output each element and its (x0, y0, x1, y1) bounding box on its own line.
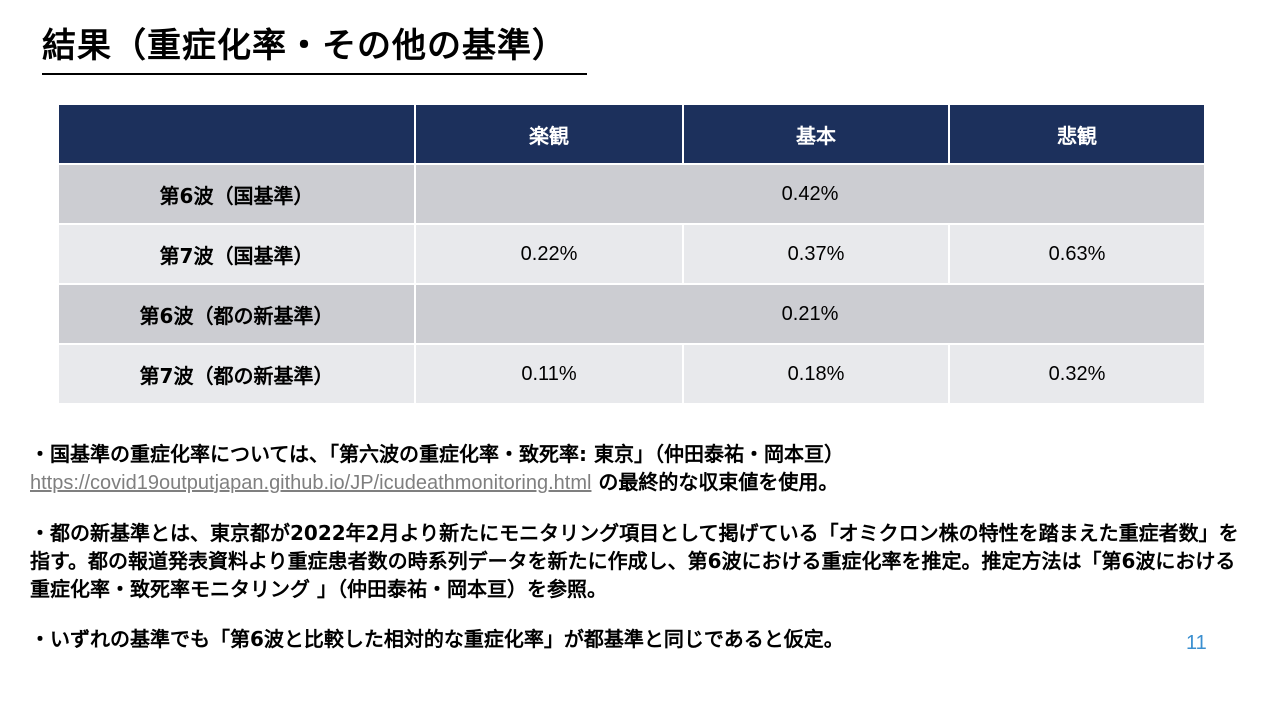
source-link[interactable]: https://covid19outputjapan.github.io/JP/… (30, 472, 592, 494)
value-cell-optimistic: 0.22% (414, 223, 684, 285)
value-cell-baseline: 0.18% (682, 343, 950, 405)
row-label: 第7波（国基準） (57, 223, 416, 285)
header-baseline: 基本 (682, 103, 950, 165)
note1-suffix: の最終的な収束値を使用。 (591, 470, 839, 494)
results-table: 楽観 基本 悲観 第6波（国基準） 0.42% 第7波（国基準） 0.22% 0… (57, 103, 1206, 405)
note-tokyo-criteria: ・都の新基準とは、東京都が2022年2月より新たにモニタリング項目として掲げてい… (30, 521, 1239, 601)
value-cell-optimistic: 0.11% (414, 343, 684, 405)
row-label: 第7波（都の新基準） (57, 343, 416, 405)
table-header-row: 楽観 基本 悲観 (57, 103, 1206, 165)
notes-section: ・国基準の重症化率については、「第六波の重症化率・致死率: 東京」（仲田泰祐・岡… (30, 440, 1255, 675)
row-label: 第6波（国基準） (57, 163, 416, 225)
merged-value-cell: 0.42% (414, 163, 1206, 225)
header-optimistic: 楽観 (414, 103, 684, 165)
table-row: 第6波（国基準） 0.42% (57, 163, 1206, 225)
note-assumption: ・いずれの基準でも「第6波と比較した相対的な重症化率」が都基準と同じであると仮定… (30, 627, 844, 651)
merged-value-cell: 0.21% (414, 283, 1206, 345)
table-row: 第7波（都の新基準） 0.11% 0.18% 0.32% (57, 343, 1206, 405)
slide-title: 結果（重症化率・その他の基準） (42, 26, 587, 75)
page-number: 11 (1186, 632, 1207, 654)
value-cell-pessimistic: 0.32% (948, 343, 1206, 405)
header-pessimistic: 悲観 (948, 103, 1206, 165)
note1-text: ・国基準の重症化率については、「第六波の重症化率・致死率: 東京」（仲田泰祐・岡… (30, 442, 844, 466)
value-cell-pessimistic: 0.63% (948, 223, 1206, 285)
value-cell-baseline: 0.37% (682, 223, 950, 285)
note-national-criteria: ・国基準の重症化率については、「第六波の重症化率・致死率: 東京」（仲田泰祐・岡… (30, 440, 1255, 497)
header-cell-empty (57, 103, 416, 165)
row-label: 第6波（都の新基準） (57, 283, 416, 345)
table-row: 第6波（都の新基準） 0.21% (57, 283, 1206, 345)
table-row: 第7波（国基準） 0.22% 0.37% 0.63% (57, 223, 1206, 285)
